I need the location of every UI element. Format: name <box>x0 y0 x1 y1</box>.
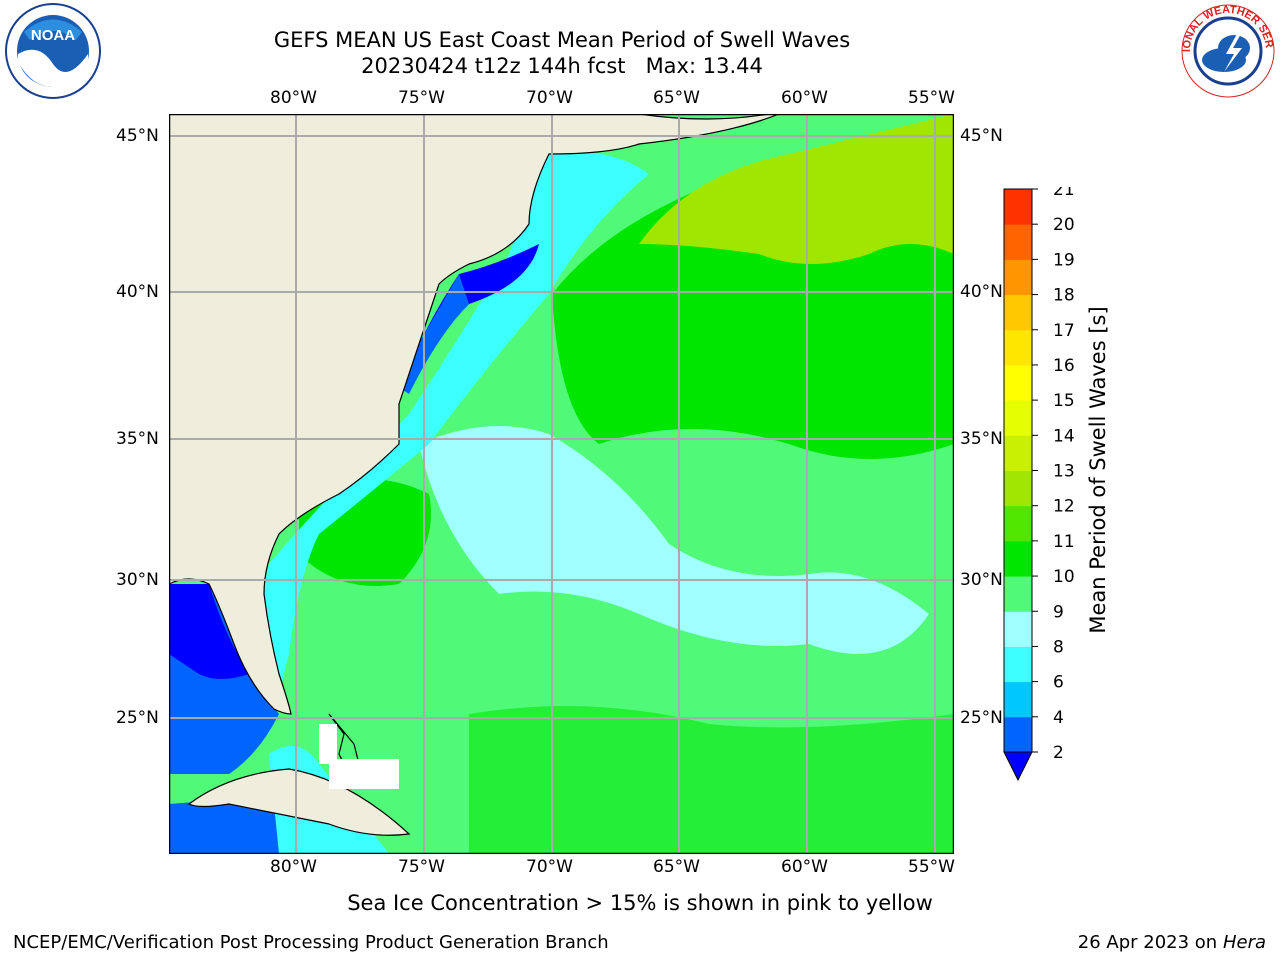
lon-label-bottom-55w: 55°W <box>908 857 955 877</box>
colorbar-tick-label: 20 <box>1053 215 1075 235</box>
land-cuba <box>187 768 411 836</box>
lon-label-bottom-65w: 65°W <box>653 857 700 877</box>
chart-subtitle: 20230424 t12z 144h fcst Max: 13.44 <box>361 54 763 78</box>
field-blue-midatlantic <box>419 244 539 354</box>
colorbar-tick-label: 14 <box>1053 426 1075 446</box>
colorbar-under-arrow <box>1003 751 1033 782</box>
field-yellowgreen-ne <box>639 114 954 264</box>
colorbar-tick-label: 4 <box>1053 708 1064 728</box>
colorbar-tick-label: 17 <box>1053 321 1075 341</box>
lat-label-right-30n: 30°N <box>960 570 1003 590</box>
lat-label-right-35n: 35°N <box>960 429 1003 449</box>
colorbar: 2 4 6 8 9 10 11 12 13 14 15 16 17 18 19 20 21 <box>1003 187 1075 782</box>
lat-label-right-25n: 25°N <box>960 708 1003 728</box>
noaa-logo: NOAA <box>4 2 102 100</box>
lat-label-right-40n: 40°N <box>960 282 1003 302</box>
colorbar-cell <box>1004 576 1032 612</box>
colorbar-tick-label: 13 <box>1053 462 1075 482</box>
colorbar-tick-label: 19 <box>1053 250 1075 270</box>
field-lightcyan-mid <box>419 426 929 654</box>
field-gulf-deep <box>169 584 249 679</box>
lat-label-left-25n: 25°N <box>116 708 159 728</box>
land-north-america <box>169 114 780 715</box>
colorbar-tick-label: 16 <box>1053 356 1075 376</box>
colorbar-tick-label: 6 <box>1053 673 1064 693</box>
lon-label-bottom-80w: 80°W <box>270 857 317 877</box>
colorbar-tick-label: 9 <box>1053 602 1064 622</box>
lat-label-left-35n: 35°N <box>116 429 159 449</box>
colorbar-cell <box>1004 716 1032 753</box>
lon-label-top-70w: 70°W <box>526 88 573 108</box>
sea-ice-note: Sea Ice Concentration > 15% is shown in … <box>347 891 933 915</box>
colorbar-cell <box>1004 646 1032 683</box>
lon-label-bottom-60w: 60°W <box>781 857 828 877</box>
colorbar-cell <box>1004 400 1032 436</box>
noaa-logo-text: NOAA <box>31 27 75 44</box>
map-plot <box>169 114 954 854</box>
colorbar-cell <box>1004 224 1032 260</box>
footer-date: 26 Apr 2023 on Hera <box>1078 932 1266 953</box>
colorbar-tick-label: 18 <box>1053 286 1075 306</box>
field-cyan-coast <box>229 151 649 734</box>
colorbar-cell <box>1004 540 1032 577</box>
lat-label-left-30n: 30°N <box>116 570 159 590</box>
colorbar-tick-label: 21 <box>1053 187 1075 200</box>
lon-label-bottom-75w: 75°W <box>398 857 445 877</box>
lon-label-top-65w: 65°W <box>653 88 700 108</box>
colorbar-cell <box>1004 189 1032 225</box>
colorbar-cell <box>1004 505 1032 542</box>
lat-label-left-40n: 40°N <box>116 282 159 302</box>
missing-patch-2 <box>319 724 337 764</box>
colorbar-cell <box>1004 329 1032 366</box>
colorbar-cell <box>1004 611 1032 647</box>
colorbar-cell <box>1004 259 1032 296</box>
lon-label-top-60w: 60°W <box>781 88 828 108</box>
lat-label-right-45n: 45°N <box>960 126 1003 146</box>
footer-credit: NCEP/EMC/Verification Post Processing Pr… <box>13 932 609 953</box>
colorbar-cell <box>1004 294 1032 331</box>
missing-patch <box>329 759 399 789</box>
colorbar-tick-label: 2 <box>1053 743 1064 763</box>
colorbar-cell <box>1004 364 1032 401</box>
footer-machine: Hera <box>1222 932 1266 953</box>
nws-logo: NATIONAL WEATHER SERVICE <box>1174 0 1278 100</box>
lon-label-top-55w: 55°W <box>908 88 955 108</box>
colorbar-tick-label: 12 <box>1053 497 1075 517</box>
lon-label-top-80w: 80°W <box>270 88 317 108</box>
field-green-se <box>469 706 954 854</box>
colorbar-cell <box>1004 435 1032 471</box>
colorbar-cell <box>1004 681 1032 718</box>
lon-label-bottom-70w: 70°W <box>526 857 573 877</box>
colorbar-cell <box>1004 470 1032 507</box>
chart-title: GEFS MEAN US East Coast Mean Period of S… <box>273 28 851 52</box>
colorbar-label: Mean Period of Swell Waves [s] <box>1086 306 1110 634</box>
lon-label-top-75w: 75°W <box>398 88 445 108</box>
footer-date-text: 26 Apr 2023 on <box>1077 932 1223 953</box>
colorbar-tick-label: 11 <box>1053 532 1075 552</box>
colorbar-tick-label: 10 <box>1053 567 1075 587</box>
graticule <box>169 114 954 854</box>
lat-label-left-45n: 45°N <box>116 126 159 146</box>
colorbar-tick-label: 15 <box>1053 391 1075 411</box>
colorbar-tick-label: 8 <box>1053 637 1064 657</box>
